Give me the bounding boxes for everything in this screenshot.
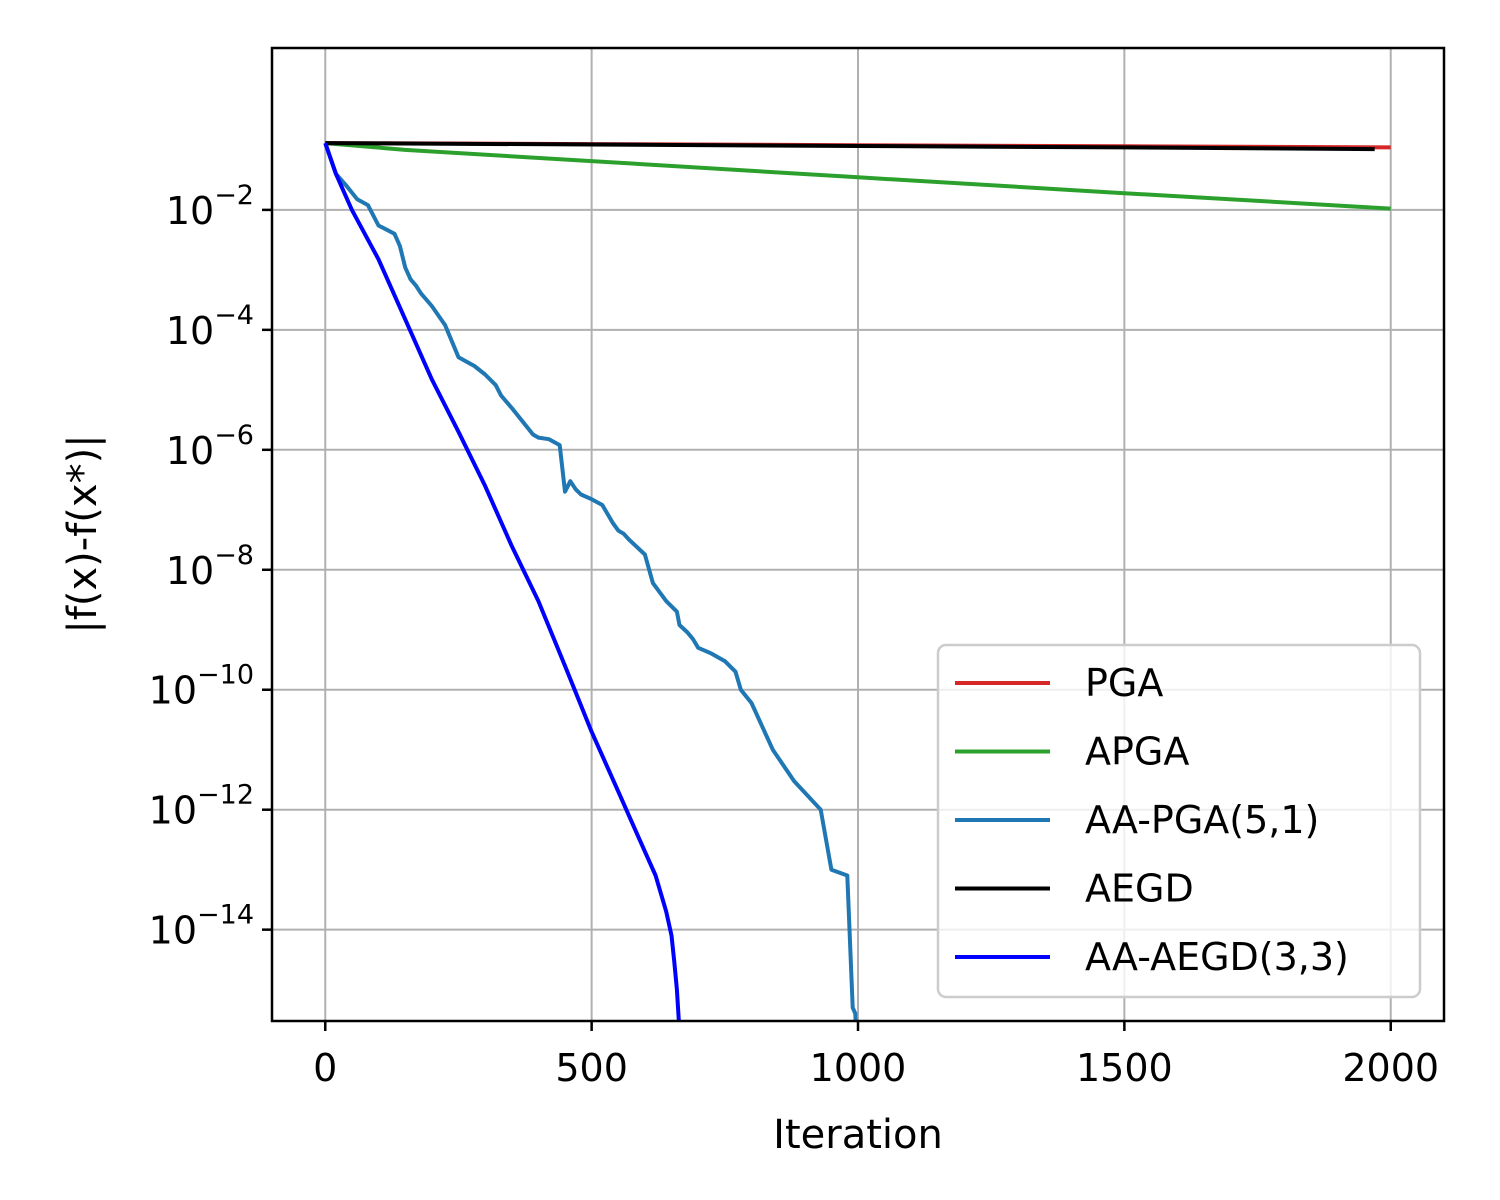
y-tick-base: 10 [149, 669, 197, 713]
legend-label: APGA [1085, 730, 1189, 774]
y-tick-exponent: −8 [214, 540, 254, 571]
x-tick-label: 2000 [1342, 1046, 1439, 1090]
y-tick-label: 10−14 [149, 900, 254, 953]
legend-frame [936, 643, 1422, 999]
x-axis-label: Iteration [773, 1112, 943, 1158]
y-tick-base: 10 [166, 189, 214, 233]
y-tick-base: 10 [149, 909, 197, 953]
y-tick-label: 10−6 [166, 420, 254, 473]
y-tick-base: 10 [149, 789, 197, 833]
y-tick-exponent: −6 [214, 420, 254, 451]
y-tick-label: 10−10 [149, 660, 254, 713]
y-tick-base: 10 [166, 309, 214, 353]
y-tick-label: 10−2 [166, 180, 254, 233]
ticks: 0 500 1000 1500 200010−1410−1210−1010−810−61… [149, 180, 1439, 1090]
legend: PGA APGA AA-PGA(5,1) AEGD AA-AEGD(3,3) [936, 643, 1422, 999]
legend-label: PGA [1085, 661, 1163, 705]
y-tick-base: 10 [166, 549, 214, 593]
y-tick-exponent: −2 [214, 180, 254, 211]
series-line-aa-pga-5-1 [323, 142, 858, 1021]
y-axis-label: |f(x)-f(x*)| [60, 434, 106, 633]
x-tick-label: 0 [313, 1046, 337, 1090]
legend-label: AEGD [1085, 867, 1194, 911]
y-tick-exponent: −10 [197, 660, 254, 691]
y-tick-base: 10 [166, 429, 214, 473]
y-tick-label: 10−4 [166, 300, 254, 353]
x-tick-label: 500 [555, 1046, 628, 1090]
series-line-aa-aegd-3-3 [323, 142, 681, 1021]
x-tick-label: 1000 [810, 1046, 907, 1090]
y-tick-label: 10−8 [166, 540, 254, 593]
series-line-aegd [325, 141, 1375, 152]
y-tick-exponent: −14 [197, 900, 254, 931]
series-line-apga [325, 141, 1391, 211]
x-tick-label: 1500 [1076, 1046, 1173, 1090]
legend-label: AA-AEGD(3,3) [1085, 935, 1349, 979]
grid [272, 48, 1444, 1021]
legend-label: AA-PGA(5,1) [1085, 798, 1319, 842]
y-tick-exponent: −4 [214, 300, 254, 331]
y-tick-label: 10−12 [149, 780, 254, 833]
series-layer [323, 141, 1391, 1021]
y-tick-exponent: −12 [197, 780, 254, 811]
